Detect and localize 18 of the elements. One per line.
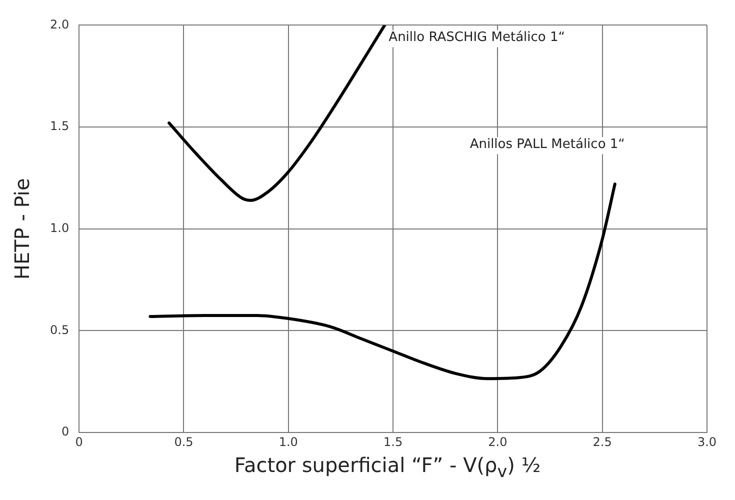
y-axis-title: HETP - Pie [10,178,34,280]
y-tick-label: 0.5 [50,322,70,337]
x-tick-label: 0 [75,434,83,449]
y-tick-label: 0 [61,424,70,439]
y-tick-label: 1.5 [50,119,70,134]
y-tick-label: 2.0 [50,17,70,32]
x-tick-label: 0.5 [174,434,194,449]
y-tick-label: 1.0 [50,221,70,236]
x-tick-label: 2.0 [488,434,508,449]
x-tick-label: 2.5 [592,434,612,449]
x-axis-title: Factor superficial “F” - V(ρ$_{v}$) ½ [233,453,542,481]
text: Anillos PALL Metálico 1“ [470,136,625,152]
series-label: Anillo RASCHIG Metálico 1“ [388,30,566,46]
line-series [168,25,386,202]
x-tick-label: 3.0 [697,434,717,449]
x-tick-label: 1.5 [383,434,403,449]
line-series [148,182,616,380]
x-tick-label: 1.0 [278,434,298,449]
